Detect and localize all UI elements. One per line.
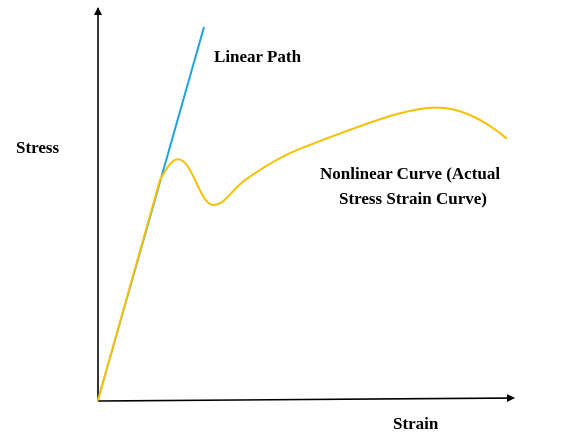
nonlinear-curve-label-line2: Stress Strain Curve) <box>339 189 487 208</box>
x-axis <box>97 394 515 403</box>
linear-path-label: Linear Path <box>214 47 302 66</box>
y-axis-label: Stress <box>16 138 60 157</box>
nonlinear-curve <box>97 106 507 401</box>
nonlinear-curve-label-line1: Nonlinear Curve (Actual <box>320 164 500 183</box>
x-axis-label: Strain <box>393 414 439 433</box>
